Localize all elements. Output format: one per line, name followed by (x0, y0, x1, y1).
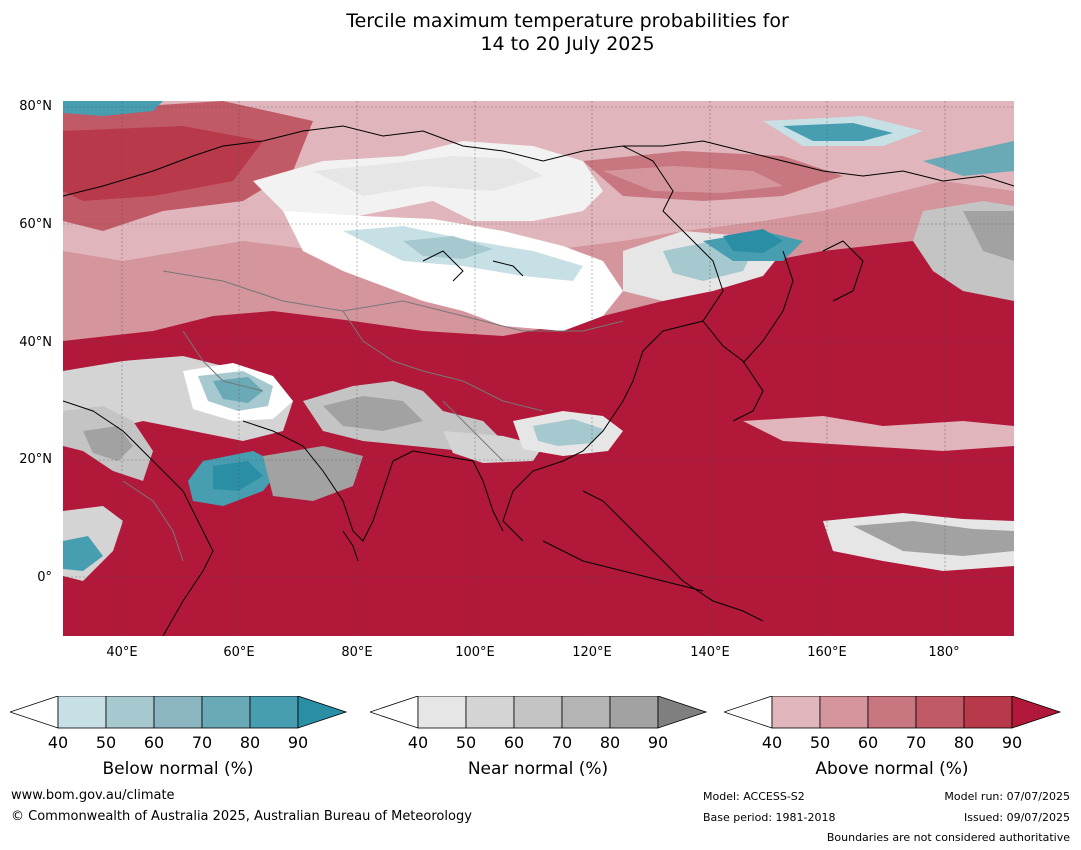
colorbar-segment (153, 696, 203, 729)
colorbar-tick: 80 (599, 733, 621, 752)
boundaries-disclaimer: Boundaries are not considered authoritat… (826, 831, 1070, 844)
colorbar-above-label: Above normal (%) (815, 759, 969, 779)
colorbar-segment (771, 696, 821, 729)
lon-label-180: 180° (928, 645, 960, 660)
probability-map (63, 101, 1014, 636)
title-line-2: 14 to 20 July 2025 (480, 33, 655, 55)
lon-label-80e: 80°E (341, 645, 373, 660)
colorbar-tick: 90 (647, 733, 669, 752)
title-line-1: Tercile maximum temperature probabilitie… (346, 10, 789, 32)
colorbar-segment (867, 696, 917, 729)
colorbar-tick: 80 (239, 733, 261, 752)
lat-label-80n: 80°N (19, 99, 52, 114)
colorbar-segment (513, 696, 563, 729)
colorbar-segment (105, 696, 155, 729)
colorbar-tick: 80 (953, 733, 975, 752)
issued-text: Issued: 09/07/2025 (963, 811, 1070, 824)
colorbar-tick: 40 (407, 733, 429, 752)
model-run-text: Model run: 07/07/2025 (944, 790, 1070, 803)
lon-label-140e: 140°E (690, 645, 730, 660)
colorbar-segment (1011, 696, 1062, 729)
colorbar-above (724, 696, 1062, 729)
colorbar-segment (297, 696, 348, 729)
colorbar-segment (57, 696, 107, 729)
lon-label-40e: 40°E (106, 645, 138, 660)
colorbar-segment (724, 696, 773, 729)
colorbar-tick: 50 (809, 733, 831, 752)
copyright-text: © Commonwealth of Australia 2025, Austra… (11, 809, 472, 824)
model-text: Model: ACCESS-S2 (703, 790, 805, 803)
map-canvas (63, 101, 1014, 636)
colorbar-segment (819, 696, 869, 729)
colorbar-segment (963, 696, 1013, 729)
colorbar-tick: 70 (905, 733, 927, 752)
lon-label-100e: 100°E (455, 645, 495, 660)
colorbar-segment (370, 696, 419, 729)
colorbar-tick: 70 (551, 733, 573, 752)
colorbar-tick: 60 (143, 733, 165, 752)
colorbar-segment (609, 696, 659, 729)
colorbar-segment (201, 696, 251, 729)
base-period-text: Base period: 1981-2018 (703, 811, 836, 824)
colorbar-tick: 60 (857, 733, 879, 752)
colorbar-segment (417, 696, 467, 729)
lon-label-60e: 60°E (223, 645, 255, 660)
colorbar-tick: 90 (287, 733, 309, 752)
lat-label-20n: 20°N (19, 452, 52, 467)
colorbar-tick: 90 (1001, 733, 1023, 752)
lat-label-60n: 60°N (19, 217, 52, 232)
colorbar-tick: 50 (95, 733, 117, 752)
colorbar-near-label: Near normal (%) (467, 759, 609, 779)
colorbar-segment (10, 696, 59, 729)
colorbar-segment (465, 696, 515, 729)
website-link[interactable]: www.bom.gov.au/climate (11, 788, 175, 803)
lon-label-160e: 160°E (807, 645, 847, 660)
colorbar-below (10, 696, 348, 729)
colorbar-segment (915, 696, 965, 729)
lat-label-40n: 40°N (19, 335, 52, 350)
lat-label-0: 0° (37, 570, 52, 585)
colorbar-tick: 40 (761, 733, 783, 752)
colorbar-segment (249, 696, 299, 729)
colorbar-near (370, 696, 708, 729)
colorbar-tick: 60 (503, 733, 525, 752)
colorbar-tick: 50 (455, 733, 477, 752)
lon-label-120e: 120°E (572, 645, 612, 660)
colorbar-tick: 40 (47, 733, 69, 752)
colorbar-segment (561, 696, 611, 729)
colorbar-tick: 70 (191, 733, 213, 752)
colorbar-segment (657, 696, 708, 729)
map-title: Tercile maximum temperature probabilitie… (0, 10, 1081, 56)
colorbar-below-label: Below normal (%) (102, 759, 254, 779)
